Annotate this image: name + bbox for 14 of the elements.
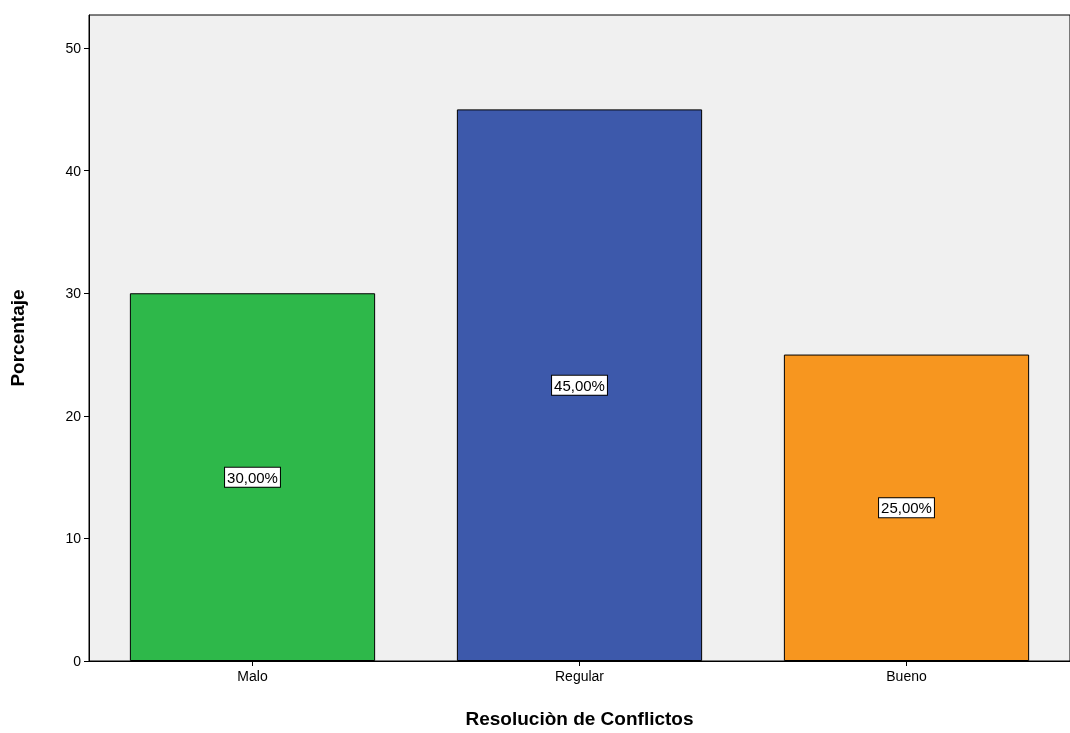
x-axis-title: Resoluciòn de Conflictos [465, 708, 694, 729]
y-tick-label: 40 [65, 162, 82, 179]
x-tick-label: Regular [554, 668, 605, 684]
y-tick-label: 10 [65, 530, 82, 547]
data-label: 45,00% [554, 376, 605, 394]
y-tick-label: 20 [65, 407, 82, 424]
y-tick-label: 30 [65, 285, 82, 302]
y-tick-label: 0 [73, 653, 82, 669]
data-label: 25,00% [881, 499, 932, 517]
x-tick-label: Malo [237, 668, 268, 684]
data-label: 30,00% [227, 468, 278, 486]
x-tick-label: Bueno [886, 668, 927, 684]
y-axis-title: Porcentaje [7, 289, 28, 387]
y-tick-label: 50 [65, 40, 82, 57]
